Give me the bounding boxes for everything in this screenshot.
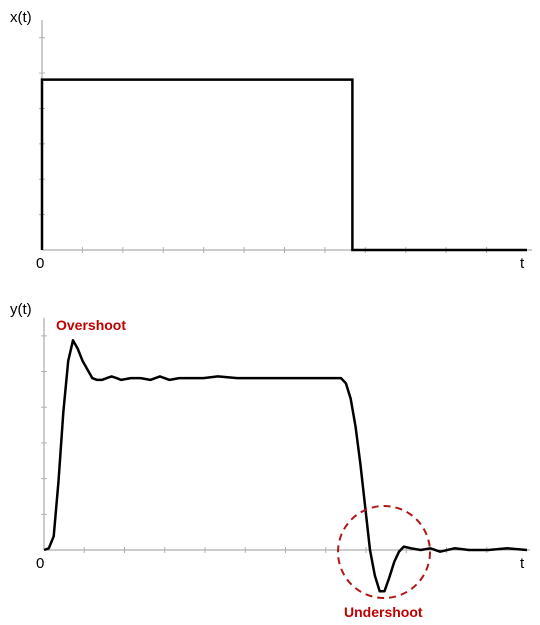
output-signal-line (43, 339, 528, 593)
overshoot-annotation: Overshoot (56, 317, 126, 333)
bottom-origin-label: 0 (36, 555, 44, 572)
top-x-label: t (520, 255, 525, 272)
bottom-plot: y(t) 0 t Overshoot Undershoot (10, 301, 530, 620)
top-ticks (39, 37, 488, 253)
undershoot-circle (337, 505, 431, 599)
top-y-label: x(t) (10, 9, 32, 26)
input-signal-line (40, 78, 527, 252)
undershoot-annotation: Undershoot (344, 604, 423, 620)
bottom-ticks (41, 335, 488, 553)
bottom-y-label: y(t) (10, 301, 32, 318)
top-plot: x(t) 0 t (10, 9, 532, 272)
top-origin-label: 0 (36, 255, 44, 272)
bottom-x-label: t (520, 555, 525, 572)
